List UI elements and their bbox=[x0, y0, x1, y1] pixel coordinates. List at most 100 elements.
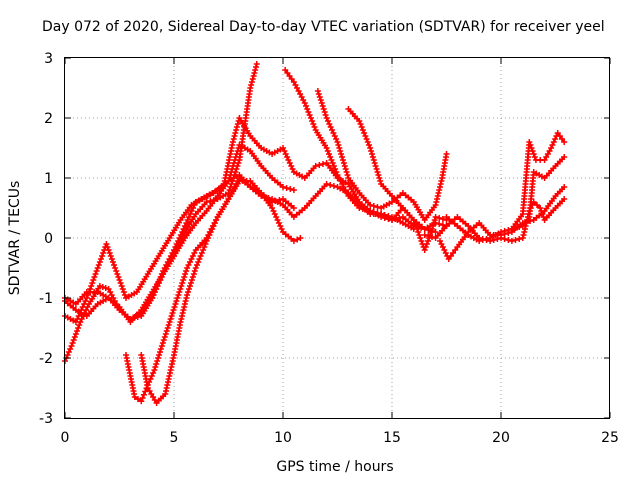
data-point bbox=[232, 130, 239, 136]
data-point bbox=[529, 148, 536, 154]
data-point bbox=[432, 214, 439, 220]
data-point bbox=[174, 295, 181, 301]
data-point bbox=[229, 166, 236, 172]
data-point bbox=[95, 262, 102, 268]
data-point bbox=[74, 328, 80, 334]
data-point bbox=[370, 157, 377, 163]
data-point bbox=[272, 198, 279, 204]
data-point bbox=[168, 313, 175, 319]
data-point bbox=[248, 82, 255, 88]
data-point bbox=[315, 91, 322, 97]
y-tick-label: 1 bbox=[44, 171, 53, 187]
data-point bbox=[167, 316, 174, 322]
data-point bbox=[359, 127, 366, 133]
data-point bbox=[317, 97, 324, 103]
data-point bbox=[512, 237, 519, 243]
data-point bbox=[202, 241, 209, 247]
data-series bbox=[62, 61, 568, 406]
data-point bbox=[494, 236, 501, 242]
data-point bbox=[309, 118, 316, 124]
data-point bbox=[75, 325, 82, 331]
data-point bbox=[526, 139, 533, 145]
data-point bbox=[422, 244, 429, 250]
data-point bbox=[99, 284, 106, 290]
y-tick-label: 0 bbox=[44, 231, 53, 247]
data-point bbox=[154, 358, 161, 364]
data-point bbox=[561, 139, 568, 145]
data-point bbox=[233, 127, 240, 133]
data-point bbox=[334, 139, 341, 145]
data-point bbox=[421, 232, 428, 238]
data-point bbox=[227, 172, 234, 178]
data-point bbox=[111, 262, 117, 268]
data-point bbox=[337, 148, 344, 154]
data-point bbox=[186, 286, 192, 292]
data-point bbox=[357, 121, 364, 127]
data-point bbox=[232, 154, 239, 160]
data-point bbox=[185, 289, 191, 295]
data-point bbox=[366, 142, 372, 148]
data-point bbox=[253, 61, 260, 67]
series-trace-12 bbox=[421, 196, 568, 244]
data-point bbox=[429, 234, 435, 240]
data-point bbox=[436, 187, 443, 193]
x-tick-label: 15 bbox=[383, 430, 401, 446]
data-point bbox=[172, 301, 179, 307]
data-point bbox=[433, 199, 440, 205]
data-point bbox=[198, 250, 205, 256]
data-point bbox=[91, 274, 98, 280]
data-point bbox=[151, 367, 158, 373]
data-point bbox=[505, 237, 512, 243]
data-point bbox=[117, 280, 124, 286]
data-point bbox=[189, 274, 196, 280]
data-point bbox=[233, 124, 240, 130]
data-point bbox=[163, 328, 170, 334]
data-point bbox=[99, 253, 106, 259]
data-point bbox=[251, 70, 258, 76]
data-point bbox=[527, 142, 534, 148]
data-point bbox=[106, 250, 113, 256]
data-point bbox=[158, 271, 165, 277]
data-point bbox=[71, 334, 78, 340]
data-point bbox=[363, 207, 370, 213]
data-point bbox=[297, 235, 304, 241]
data-point bbox=[498, 229, 504, 235]
data-point bbox=[156, 277, 163, 283]
data-point bbox=[90, 277, 97, 283]
data-point bbox=[201, 244, 208, 250]
data-point bbox=[516, 224, 523, 230]
data-point bbox=[180, 307, 187, 313]
data-point bbox=[363, 136, 370, 142]
data-point bbox=[340, 157, 346, 163]
data-point bbox=[330, 183, 337, 189]
data-point bbox=[276, 197, 283, 203]
data-point bbox=[120, 289, 127, 295]
data-point bbox=[188, 280, 194, 286]
data-point bbox=[96, 259, 103, 265]
data-point bbox=[367, 145, 374, 151]
data-point bbox=[76, 322, 83, 328]
data-point bbox=[323, 181, 330, 187]
data-point bbox=[118, 283, 125, 289]
data-point bbox=[561, 184, 568, 190]
data-point bbox=[310, 121, 317, 127]
data-point bbox=[191, 268, 198, 274]
data-point bbox=[358, 124, 365, 130]
data-point bbox=[501, 228, 508, 234]
data-point bbox=[160, 337, 167, 343]
data-point bbox=[374, 169, 381, 175]
data-point bbox=[305, 109, 312, 115]
data-point bbox=[178, 283, 185, 289]
data-point bbox=[381, 215, 388, 221]
data-point bbox=[538, 208, 545, 214]
data-point bbox=[561, 154, 568, 160]
data-point bbox=[252, 67, 259, 73]
y-tick-label: 3 bbox=[44, 51, 53, 67]
data-point bbox=[490, 237, 497, 243]
data-point bbox=[228, 169, 235, 175]
data-point bbox=[187, 283, 193, 289]
y-tick-label: -2 bbox=[39, 351, 53, 367]
data-point bbox=[140, 391, 147, 398]
